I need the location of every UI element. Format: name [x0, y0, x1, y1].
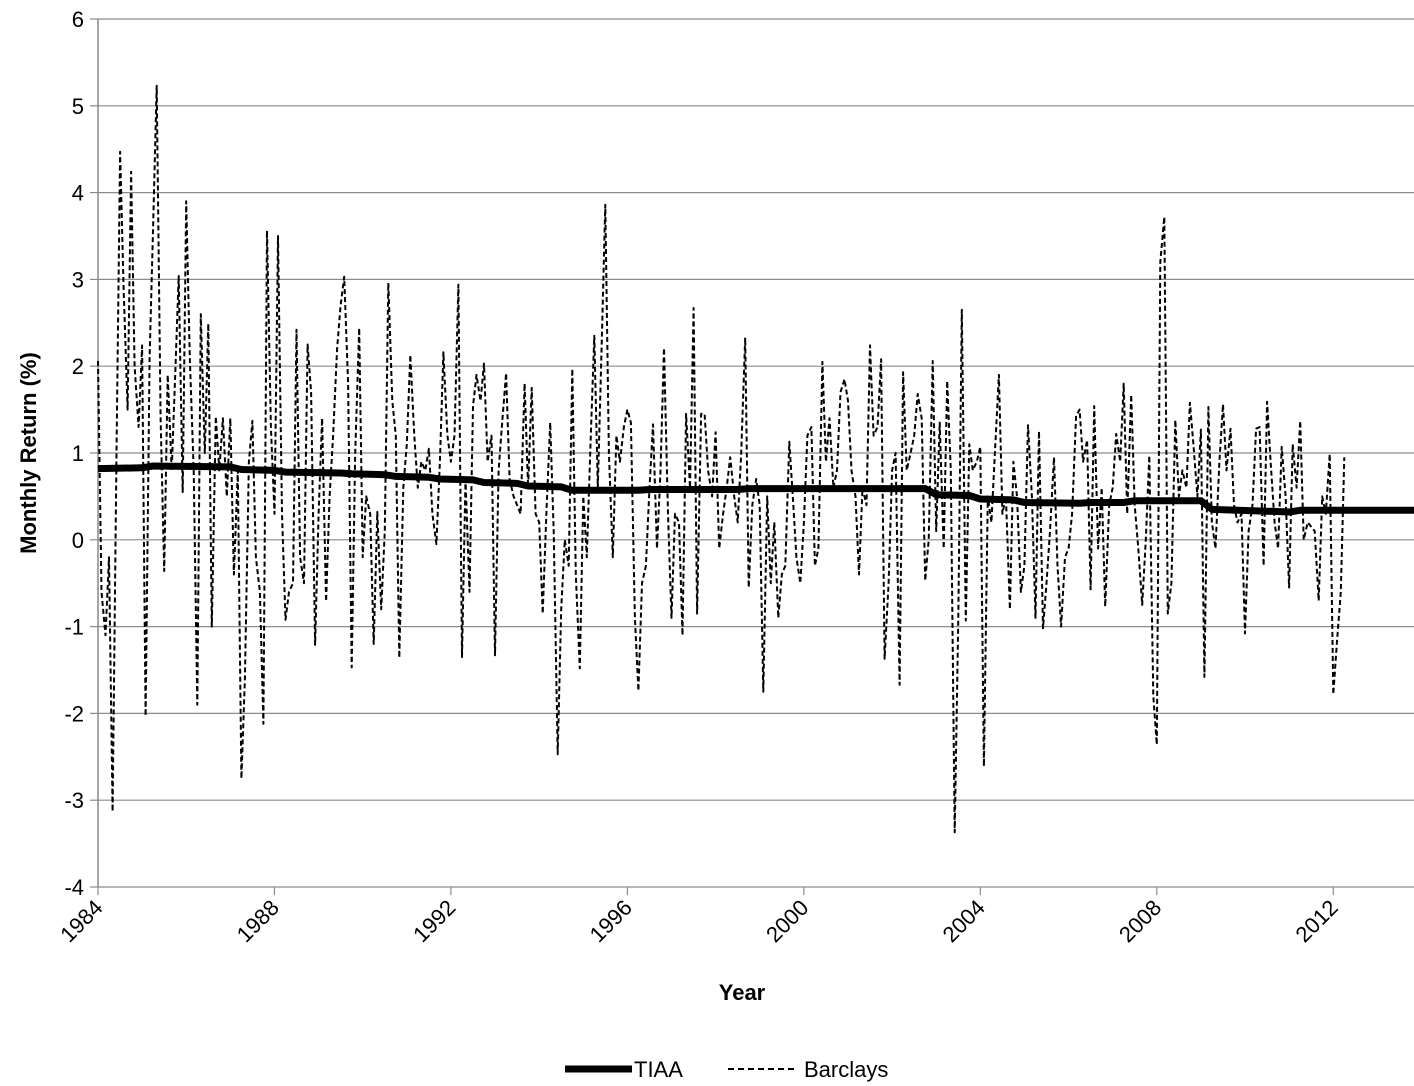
- x-tick-label: 2008: [1114, 895, 1166, 947]
- y-tick-label: -1: [64, 615, 84, 640]
- y-tick-label: 4: [72, 181, 84, 206]
- legend-label-tiaa: TIAA: [634, 1057, 683, 1082]
- y-tick-label: 1: [72, 441, 84, 466]
- y-tick-label: -2: [64, 701, 84, 726]
- x-tick-label: 1988: [232, 895, 284, 947]
- y-tick-label: 0: [72, 528, 84, 553]
- y-axis-ticks: -4 -3 -2 -1 0 1 2 3 4 5 6: [64, 7, 98, 900]
- x-tick-label: 1996: [585, 895, 637, 947]
- y-tick-label: 3: [72, 267, 84, 292]
- x-tick-label: 2012: [1291, 895, 1343, 947]
- y-tick-label: -3: [64, 788, 84, 813]
- x-tick-label: 1984: [55, 895, 107, 947]
- y-axis-title: Monthly Return (%): [16, 352, 41, 554]
- x-tick-label: 2000: [761, 895, 813, 947]
- x-tick-label: 1992: [408, 895, 460, 947]
- gridlines: [98, 18, 1414, 888]
- series-line-tiaa: [97, 462, 1414, 516]
- series-line-barclays: [97, 84, 1346, 834]
- y-tick-label: 6: [72, 7, 84, 32]
- series-group: [97, 84, 1414, 834]
- legend-label-barclays: Barclays: [804, 1057, 888, 1082]
- y-tick-label: 5: [72, 94, 84, 119]
- y-tick-label: -4: [64, 875, 84, 900]
- x-axis-ticks: 1984 1988 1992 1996 2000 2004 2008 2012: [55, 887, 1343, 947]
- x-axis-title: Year: [719, 980, 766, 1005]
- x-tick-label: 2004: [938, 895, 990, 947]
- legend: TIAA Barclays: [565, 1057, 888, 1082]
- y-tick-label: 2: [72, 354, 84, 379]
